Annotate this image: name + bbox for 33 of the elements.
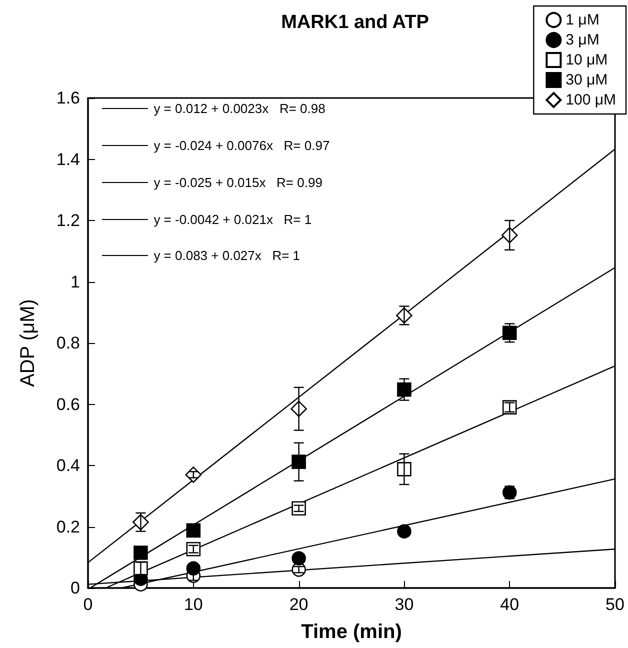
- point: [397, 382, 412, 397]
- annotation: y = 0.012 + 0.0023x R= 0.98: [154, 101, 326, 116]
- legend-label: 30 μM: [566, 72, 608, 88]
- y-tick-label: 0: [70, 578, 80, 598]
- annotation: y = -0.024 + 0.0076x R= 0.97: [154, 138, 330, 153]
- annotation: y = -0.0042 + 0.021x R= 1: [154, 212, 312, 226]
- x-tick-label: 40: [500, 595, 520, 614]
- point: [186, 523, 201, 538]
- x-axis-title: Time (min): [301, 621, 402, 643]
- x-tick-label: 20: [289, 595, 308, 614]
- annotation: y = 0.083 + 0.027x R= 1: [154, 248, 300, 264]
- y-tick-label: 0.4: [56, 456, 80, 475]
- y-tick-label: 1: [70, 272, 80, 292]
- x-tick-label: 0: [83, 595, 93, 614]
- legend-label: 100 μM: [566, 92, 616, 108]
- y-tick-label: 0.2: [56, 517, 80, 536]
- y-tick-label: 1.4: [56, 150, 80, 169]
- x-tick-label: 50: [606, 595, 624, 614]
- chart-title: MARK1 and ATP: [281, 12, 430, 33]
- y-tick-label: 0.6: [56, 394, 80, 414]
- y-tick-label: 1.6: [56, 88, 80, 108]
- point: [134, 546, 148, 560]
- y-tick-label: 1.2: [56, 211, 80, 230]
- legend-label: 10 μM: [566, 52, 608, 68]
- legend-label: 3 μM: [566, 32, 600, 48]
- point: [292, 454, 306, 469]
- x-tick-label: 30: [394, 595, 414, 614]
- annotation: y = -0.025 + 0.015x R= 0.99: [154, 174, 322, 190]
- y-axis-title: ADP (μM): [17, 299, 39, 387]
- y-tick-label: 0.8: [56, 334, 80, 352]
- point: [292, 551, 306, 566]
- legend-label: 1 μM: [566, 12, 600, 28]
- x-tick-label: 10: [184, 595, 203, 614]
